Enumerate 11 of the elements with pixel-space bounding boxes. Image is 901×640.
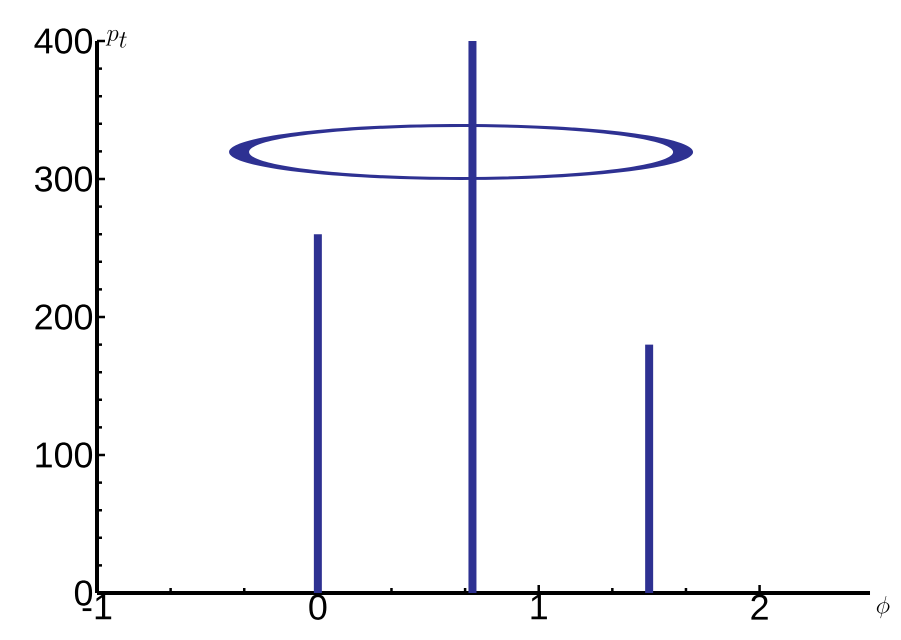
bar	[645, 344, 654, 593]
y-tick-label: 400	[34, 28, 92, 54]
x-tick-label: 2	[751, 594, 768, 620]
y-tick-label: 200	[35, 304, 92, 330]
y-tick-label: 300	[35, 166, 92, 192]
y-axis-title: $p_t$	[106, 30, 127, 48]
x-axis-title: $\phi$	[876, 596, 890, 618]
x-tick-label: 1	[531, 594, 547, 620]
x-tick-label: 0	[309, 594, 326, 620]
bar	[314, 234, 322, 593]
y-tick-label: 100	[36, 442, 92, 468]
